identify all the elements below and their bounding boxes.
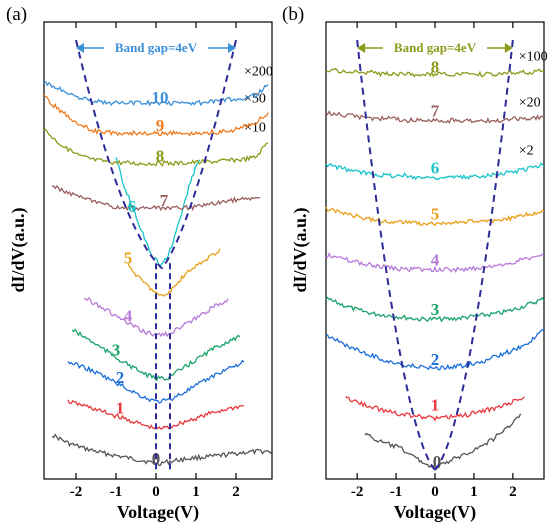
curve-a-6 [115, 157, 201, 267]
curve-label: 5 [431, 204, 440, 223]
panel-a-gap-guide-right [161, 39, 237, 269]
panel-b-tick-label: 1 [470, 484, 478, 500]
panel-b: (b) dI/dV(a.u.) Voltage(V) -2 -1 0 1 2 B… [282, 4, 548, 523]
curve-b-5 [325, 206, 545, 227]
curve-b-1 [345, 396, 525, 422]
panel-a-label: (a) [6, 4, 27, 25]
curve-a-5 [127, 248, 221, 297]
curve-label: 9 [156, 116, 165, 135]
curve-a-0 [51, 433, 273, 466]
curve-b-6 [325, 162, 545, 181]
curve-b-7 [325, 109, 545, 124]
panel-b-xlabel: Voltage(V) [394, 502, 476, 523]
panel-a-multiplier: ×200 [244, 64, 273, 79]
panel-a-x-ticks: -2 -1 0 1 2 [70, 484, 240, 500]
curve-label: 3 [431, 300, 440, 319]
curve-a-9 [43, 94, 269, 137]
panel-b-multiplier: ×100 [519, 50, 548, 65]
curve-label: 4 [124, 306, 133, 325]
curve-b-0 [364, 413, 522, 469]
panel-a: (a) dI/dV(a.u.) Voltage(V) -2 -1 0 1 2 B… [6, 4, 273, 523]
curve-label: 4 [431, 250, 440, 269]
panel-b-x-ticks: -2 -1 0 1 2 [351, 484, 517, 500]
curve-b-2 [325, 328, 545, 371]
curve-a-8 [43, 128, 269, 167]
curve-label: 7 [431, 101, 440, 120]
curve-label: 7 [160, 191, 169, 210]
curve-b-4 [325, 251, 545, 274]
curve-label: 5 [124, 248, 133, 267]
curve-a-7 [51, 185, 261, 212]
panel-b-gap-guide-right [434, 39, 514, 471]
panel-b-tick-label: -2 [351, 484, 364, 500]
panel-a-multiplier: ×50 [244, 91, 266, 106]
panel-b-curve-labels: 0 1 2 3 4 5 6 7 8 [431, 57, 441, 471]
curve-a-10 [43, 81, 269, 107]
curve-a-3 [71, 328, 241, 382]
curve-label: 3 [112, 340, 121, 359]
curve-label: 2 [431, 350, 440, 369]
panel-a-tick-label: 0 [152, 484, 160, 500]
panel-a-frame [43, 21, 273, 480]
curve-b-8 [325, 67, 545, 78]
panel-b-tick-label: 2 [509, 484, 517, 500]
curve-label: 8 [156, 146, 165, 165]
panel-b-label: (b) [282, 4, 304, 25]
curve-label: 1 [116, 398, 125, 417]
panel-a-multiplier: ×10 [244, 121, 266, 136]
curve-label: 6 [431, 158, 440, 177]
panel-a-band-gap-arrowhead-right [228, 43, 236, 53]
curve-b-3 [325, 296, 545, 323]
panel-a-tick-label: -2 [70, 484, 83, 500]
panel-b-ylabel: dI/dV(a.u.) [290, 207, 311, 292]
panel-b-band-gap-label: Band gap=4eV [394, 40, 477, 55]
panel-b-gap-guide-left [356, 39, 436, 471]
curve-label: 8 [431, 57, 440, 76]
curve-label: 10 [152, 88, 169, 107]
panel-b-band-gap-arrowhead-right [504, 43, 513, 53]
panel-a-band-gap-label: Band gap=4eV [115, 40, 198, 55]
curve-label: 0 [433, 452, 442, 471]
panel-b-multiplier: ×2 [519, 144, 534, 159]
panel-b-band-gap-arrowhead-left [357, 43, 366, 53]
panel-b-tick-label: 0 [431, 484, 439, 500]
panel-a-tick-label: 1 [192, 484, 200, 500]
panel-a-tick-label: -1 [110, 484, 123, 500]
panel-a-band-gap-arrowhead-left [76, 43, 84, 53]
curve-label: 1 [431, 395, 440, 414]
curve-label: 2 [116, 368, 125, 387]
panel-b-multipliers: ×100 ×20 ×2 [519, 50, 548, 159]
panel-a-gap-guide-left [75, 39, 163, 270]
panel-a-tick-label: 2 [232, 484, 240, 500]
curve-a-2 [67, 359, 245, 404]
panel-b-curves [325, 67, 545, 469]
panel-b-tick-label: -1 [390, 484, 403, 500]
panel-b-multiplier: ×20 [519, 96, 541, 111]
panel-a-xlabel: Voltage(V) [117, 502, 199, 523]
curve-label: 6 [128, 197, 137, 216]
panel-a-ylabel: dI/dV(a.u.) [8, 207, 29, 292]
